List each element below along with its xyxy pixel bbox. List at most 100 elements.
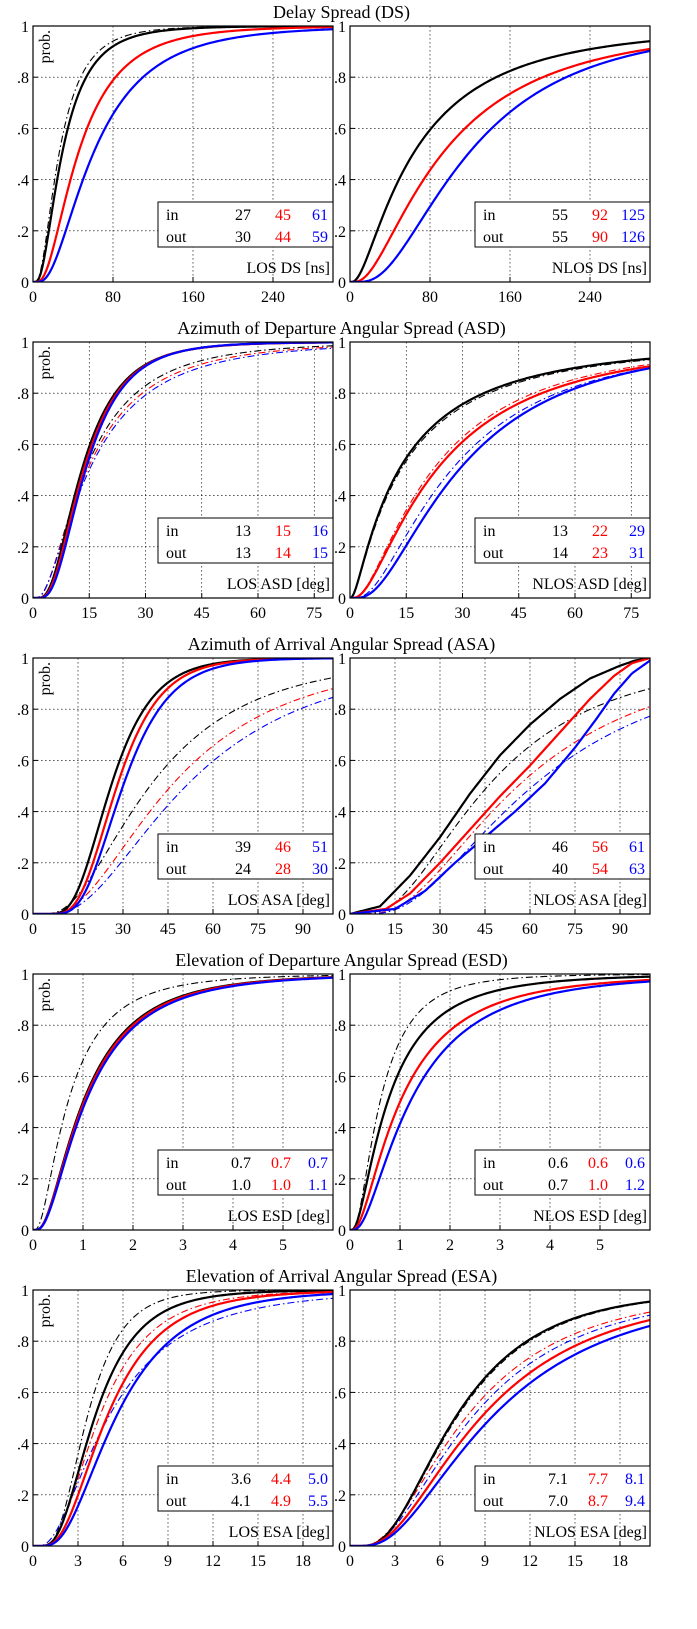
x-tick-label: 30 xyxy=(455,605,471,622)
y-tick-label: .8 xyxy=(334,386,346,403)
x-tick-label: 0 xyxy=(346,921,354,938)
table-value: 3.6 xyxy=(231,1471,251,1488)
series-line-black-dashdot xyxy=(350,359,650,598)
y-tick-label: 1 xyxy=(21,967,29,984)
y-tick-label: .6 xyxy=(17,437,29,454)
group-title: Azimuth of Departure Angular Spread (ASD… xyxy=(177,318,505,339)
group-title: Elevation of Arrival Angular Spread (ESA… xyxy=(186,1266,497,1287)
x-tick-label: 1 xyxy=(79,1237,87,1254)
x-tick-label: 6 xyxy=(436,1553,444,1570)
y-tick-label: .8 xyxy=(334,702,346,719)
series-line-red-solid xyxy=(350,365,650,598)
y-tick-label: .4 xyxy=(334,1437,346,1454)
x-tick-label: 80 xyxy=(422,289,438,306)
y-tick-label: 0 xyxy=(21,591,29,608)
y-tick-label: 0 xyxy=(21,1223,29,1240)
y-tick-label: .8 xyxy=(17,702,29,719)
series-line-blue-solid xyxy=(33,976,333,1230)
table-row-label: in xyxy=(483,839,495,856)
table-value: 14 xyxy=(552,545,568,562)
table-value: 13 xyxy=(552,523,568,540)
x-axis-label: LOS DS [ns] xyxy=(246,260,330,277)
table-value: 1.0 xyxy=(588,1177,608,1194)
table-row-label: out xyxy=(166,1177,187,1194)
table-value: 31 xyxy=(629,545,645,562)
x-tick-label: 0 xyxy=(346,1237,354,1254)
x-tick-label: 15 xyxy=(250,1553,266,1570)
table-value: 24 xyxy=(235,861,251,878)
table-value: 7.7 xyxy=(588,1471,608,1488)
y-tick-label: .4 xyxy=(334,805,346,822)
x-tick-label: 30 xyxy=(138,605,154,622)
table-row-label: in xyxy=(166,839,178,856)
table-value: 40 xyxy=(552,861,568,878)
plot-frame xyxy=(32,25,334,283)
plot-frame xyxy=(32,657,334,915)
y-tick-label: .8 xyxy=(17,1334,29,1351)
y-axis-label: prob. xyxy=(37,30,54,63)
y-tick-label: 0 xyxy=(338,591,346,608)
table-value: 56 xyxy=(592,839,608,856)
x-tick-label: 3 xyxy=(179,1237,187,1254)
y-axis-label: prob. xyxy=(37,346,54,379)
table-value: 0.7 xyxy=(271,1155,291,1172)
x-tick-label: 6 xyxy=(119,1553,127,1570)
x-tick-label: 75 xyxy=(306,605,322,622)
table-row-label: out xyxy=(483,861,504,878)
x-tick-label: 60 xyxy=(567,605,583,622)
table-value: 55 xyxy=(552,207,568,224)
table-row-label: out xyxy=(483,1177,504,1194)
table-value: 46 xyxy=(552,839,568,856)
subplot-1: Delay Spread (DS) 0 80 160 240 0 .2 .4 .6 .8 1 prob… xyxy=(17,2,410,306)
table-value: 9.4 xyxy=(625,1493,645,1510)
table-value: 0.7 xyxy=(308,1155,328,1172)
y-tick-label: 1 xyxy=(338,967,346,984)
table-row-label: in xyxy=(166,207,178,224)
x-tick-label: 45 xyxy=(194,605,210,622)
table-value: 15 xyxy=(312,545,328,562)
group-title: Delay Spread (DS) xyxy=(273,2,410,23)
series-line-red-solid xyxy=(350,658,650,914)
y-tick-label: 0 xyxy=(338,1223,346,1240)
table-value: 92 xyxy=(592,207,608,224)
series-line-blue-solid xyxy=(33,28,333,282)
x-axis-label: LOS ASA [deg] xyxy=(228,892,330,909)
series-line-red-dashdot xyxy=(350,706,650,914)
table-value: 15 xyxy=(275,523,291,540)
table-value: 30 xyxy=(312,861,328,878)
table-value: 23 xyxy=(592,545,608,562)
y-tick-label: .8 xyxy=(17,1018,29,1035)
plot-frame xyxy=(349,341,651,599)
subplot-10: 0 3 6 9 12 15 18 0 .2 .4 .6 .8 1 in 7.1 7.7 8.1 out 7.0 8.7… xyxy=(334,1283,651,1570)
table-row-label: in xyxy=(483,1155,495,1172)
stats-table-box xyxy=(157,201,334,248)
table-value: 46 xyxy=(275,839,291,856)
series-line-red-solid xyxy=(350,978,650,1230)
y-tick-label: .2 xyxy=(17,224,29,241)
stats-table-box xyxy=(474,201,651,248)
series-line-red-solid xyxy=(350,1318,650,1546)
plot-frame xyxy=(349,1289,651,1547)
y-tick-label: 1 xyxy=(21,651,29,668)
x-tick-label: 2 xyxy=(129,1237,137,1254)
x-tick-label: 3 xyxy=(496,1237,504,1254)
series-line-blue-solid xyxy=(33,342,333,598)
x-axis-label: NLOS ASA [deg] xyxy=(533,892,647,909)
y-tick-label: 1 xyxy=(338,19,346,36)
series-line-blue-dashdot xyxy=(350,367,650,598)
series-line-blue-solid xyxy=(33,1292,333,1546)
x-tick-label: 0 xyxy=(29,921,37,938)
x-tick-label: 12 xyxy=(522,1553,538,1570)
y-tick-label: .4 xyxy=(17,173,29,190)
y-tick-label: .8 xyxy=(17,386,29,403)
y-tick-label: .6 xyxy=(334,121,346,138)
x-tick-label: 4 xyxy=(546,1237,554,1254)
stats-table-box xyxy=(157,1149,334,1196)
table-row-label: out xyxy=(166,545,187,562)
y-tick-label: .6 xyxy=(334,437,346,454)
table-value: 0.6 xyxy=(548,1155,568,1172)
y-tick-label: 0 xyxy=(21,1539,29,1556)
x-tick-label: 160 xyxy=(498,289,522,306)
series-line-black-solid xyxy=(350,975,650,1230)
x-tick-label: 45 xyxy=(477,921,493,938)
